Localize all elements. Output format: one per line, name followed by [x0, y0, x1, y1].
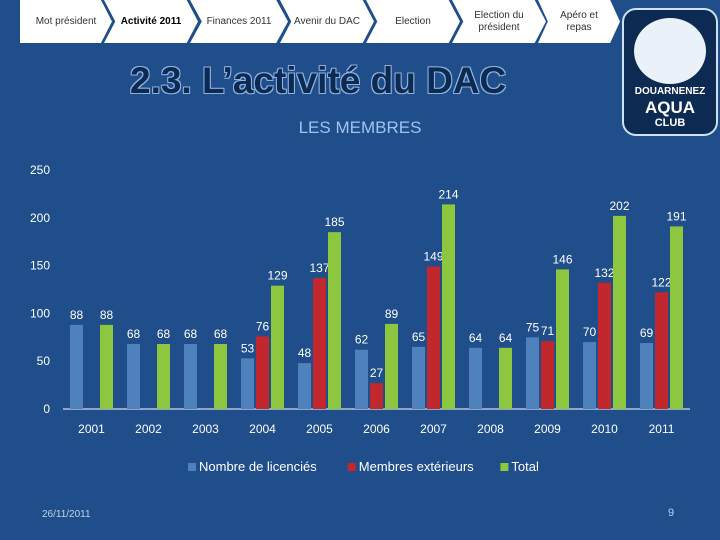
- bar-licencies: [184, 343, 197, 409]
- data-label: 88: [100, 308, 114, 322]
- data-label: 76: [256, 319, 270, 333]
- x-tick-label: 2008: [477, 422, 504, 436]
- bar-licencies: [412, 346, 425, 409]
- bar-exterieurs: [655, 292, 668, 409]
- nav-avenir-du-dac[interactable]: Avenir du DAC: [280, 0, 374, 43]
- nav-election[interactable]: Election: [366, 0, 460, 43]
- slide-title: 2.3. L’activité du DAC: [130, 60, 507, 101]
- bar-total: [328, 232, 341, 409]
- bar-total: [556, 269, 569, 409]
- bar-total: [385, 323, 398, 409]
- legend-swatch: [500, 463, 509, 471]
- navigation-bar: Mot président Activité 2011 Finances 201…: [0, 0, 720, 48]
- data-label: 64: [499, 331, 513, 345]
- bar-exterieurs: [598, 282, 611, 409]
- bar-licencies: [526, 337, 539, 409]
- data-label: 48: [298, 346, 312, 360]
- data-label: 65: [412, 330, 426, 344]
- data-label: 69: [640, 326, 654, 340]
- x-tick-label: 2010: [591, 422, 618, 436]
- x-tick-label: 2004: [249, 422, 276, 436]
- data-label: 75: [526, 320, 540, 334]
- data-label: 202: [609, 199, 629, 213]
- data-label: 68: [214, 327, 228, 341]
- bar-licencies: [355, 349, 368, 409]
- data-label: 64: [469, 331, 483, 345]
- slide-page-number: 9: [668, 507, 675, 519]
- nav-activite-2011[interactable]: Activité 2011: [104, 0, 198, 43]
- data-label: 185: [324, 215, 344, 229]
- bar-licencies: [298, 363, 311, 409]
- data-label: 68: [157, 327, 171, 341]
- bar-total: [100, 324, 113, 409]
- data-label: 146: [552, 252, 572, 266]
- data-label: 27: [370, 366, 384, 380]
- data-label: 70: [583, 325, 597, 339]
- logo-line2: AQUA: [644, 98, 696, 117]
- data-label: 89: [385, 307, 399, 321]
- bar-total: [670, 226, 683, 409]
- data-label: 214: [438, 187, 458, 201]
- data-label: 68: [127, 327, 141, 341]
- x-tick-label: 2005: [306, 422, 333, 436]
- nav-election-du-president[interactable]: Election du président: [452, 0, 546, 43]
- data-label: 68: [184, 327, 198, 341]
- chart-title: LES MEMBRES: [298, 118, 422, 137]
- bar-licencies: [241, 358, 254, 409]
- data-label: 149: [423, 250, 443, 264]
- bar-total: [442, 204, 455, 409]
- y-tick-label: 250: [30, 163, 50, 177]
- data-label: 53: [241, 341, 255, 355]
- bar-total: [613, 215, 626, 409]
- bar-licencies: [469, 347, 482, 409]
- data-label: 129: [267, 269, 287, 283]
- legend-label: Nombre de licenciés: [199, 459, 317, 474]
- bar-exterieurs: [427, 266, 440, 409]
- nav-apero-et-repas[interactable]: Apéro et repas: [538, 0, 620, 43]
- data-label: 191: [666, 209, 686, 223]
- nav-mot-president[interactable]: Mot président: [20, 0, 112, 43]
- y-tick-label: 150: [30, 259, 50, 273]
- bar-total: [271, 285, 284, 409]
- y-tick-label: 200: [30, 211, 50, 225]
- x-tick-label: 2007: [420, 422, 447, 436]
- legend-label: Total: [511, 459, 539, 474]
- data-label: 137: [309, 261, 329, 275]
- diver-emblem: [634, 18, 706, 84]
- legend-swatch: [347, 463, 356, 471]
- logo-line1: DOUARNENEZ: [634, 86, 706, 97]
- data-label: 71: [541, 324, 555, 338]
- bar-licencies: [127, 343, 140, 409]
- bar-total: [499, 347, 512, 409]
- x-tick-label: 2002: [135, 422, 162, 436]
- bar-licencies: [70, 324, 83, 409]
- data-label: 88: [70, 308, 84, 322]
- bar-exterieurs: [370, 383, 383, 409]
- bar-exterieurs: [541, 341, 554, 409]
- nav-finances-2011[interactable]: Finances 2011: [190, 0, 288, 43]
- x-tick-label: 2001: [78, 422, 105, 436]
- y-tick-label: 0: [43, 402, 50, 416]
- logo-line3: CLUB: [654, 117, 686, 129]
- bar-total: [214, 343, 227, 409]
- x-tick-label: 2003: [192, 422, 219, 436]
- bar-licencies: [583, 342, 596, 409]
- legend-swatch: [188, 463, 196, 471]
- bar-exterieurs: [256, 336, 269, 409]
- slide-date: 26/11/2011: [42, 509, 91, 520]
- bar-licencies: [640, 343, 653, 409]
- legend-label: Membres extérieurs: [359, 459, 474, 474]
- bar-exterieurs: [313, 278, 326, 409]
- x-tick-label: 2011: [649, 422, 675, 436]
- club-logo: DOUARNENEZ AQUA CLUB: [622, 8, 718, 136]
- y-tick-label: 50: [37, 354, 51, 368]
- x-tick-label: 2006: [363, 422, 390, 436]
- y-tick-label: 100: [30, 306, 50, 320]
- data-label: 122: [651, 275, 671, 289]
- x-tick-label: 2009: [534, 422, 561, 436]
- data-label: 132: [594, 266, 614, 280]
- data-label: 62: [355, 333, 369, 347]
- bar-total: [157, 343, 170, 409]
